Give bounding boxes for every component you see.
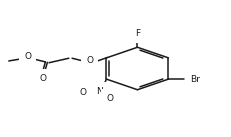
Text: O: O <box>80 88 87 97</box>
Text: Br: Br <box>191 75 201 84</box>
Text: F: F <box>135 29 140 38</box>
Text: O: O <box>106 94 113 103</box>
Text: O: O <box>40 74 47 83</box>
Text: N: N <box>97 87 103 96</box>
Text: O: O <box>86 56 93 65</box>
Text: O: O <box>24 52 31 61</box>
